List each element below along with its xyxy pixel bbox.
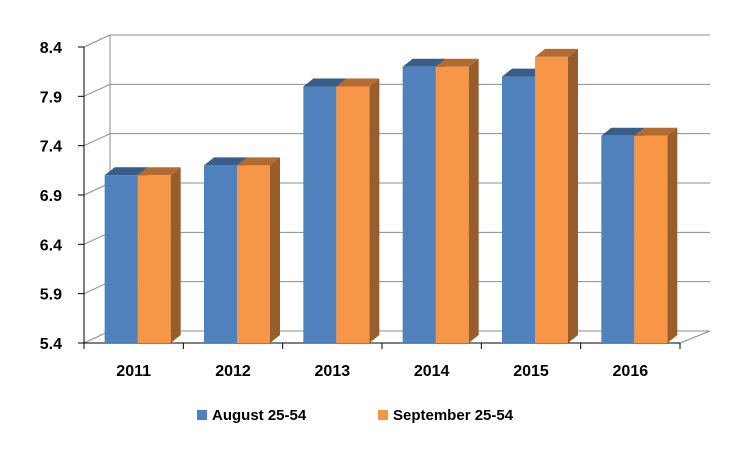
y-tick-label: 5.9 [40, 287, 62, 304]
bar-top [634, 127, 678, 136]
legend: August 25-54 September 25-54 [197, 407, 514, 424]
bar-side [369, 78, 380, 343]
bar-front [634, 135, 668, 343]
bar-front [336, 86, 370, 343]
axes [78, 46, 711, 349]
y-tick-label: 5.4 [40, 336, 62, 353]
y-tick-label: 6.4 [40, 237, 62, 254]
legend-swatch-august [197, 410, 207, 420]
x-tick-label: 2013 [315, 363, 351, 380]
floor-edge [679, 330, 711, 344]
y-axis-tick-labels: 5.4 5.9 6.4 6.9 7.4 7.9 8.4 [40, 40, 62, 353]
bars [104, 48, 678, 343]
bar-top [303, 78, 347, 87]
bar-top [502, 68, 545, 77]
y-tick-label: 6.9 [40, 188, 62, 205]
bar [336, 78, 380, 343]
bar [634, 127, 678, 343]
bar-front [104, 175, 138, 343]
bar-front [435, 66, 469, 343]
bar-side [468, 58, 479, 343]
bar-front [402, 66, 436, 343]
x-tick-label: 2012 [215, 363, 251, 380]
gridline-side [83, 34, 111, 48]
x-tick-label: 2016 [613, 363, 649, 380]
bar-side [270, 157, 280, 343]
bar-top [402, 58, 446, 67]
bar-front [204, 165, 237, 343]
bar-top [137, 167, 181, 176]
bar-top [104, 167, 148, 176]
x-tick-label: 2011 [116, 363, 151, 380]
y-tick-label: 7.9 [40, 89, 62, 106]
bar-front [137, 175, 171, 343]
bar-front [502, 76, 535, 343]
legend-swatch-september [378, 410, 388, 420]
legend-label-august: August 25-54 [212, 407, 307, 424]
bar-top [535, 48, 578, 57]
legend-label-september: September 25-54 [393, 407, 514, 424]
bar-side [568, 48, 578, 343]
gridline-side [83, 133, 111, 147]
bar [137, 167, 181, 343]
bar-front [535, 56, 568, 343]
x-tick-label: 2014 [414, 363, 450, 380]
gridline-side [83, 83, 111, 97]
bar-front [303, 86, 337, 343]
bar-front [237, 165, 270, 343]
bar [435, 58, 479, 343]
x-axis-tick-labels: 2011 2012 2013 2014 2015 2016 [116, 363, 648, 380]
bar-side [170, 167, 181, 343]
bar [237, 157, 280, 343]
y-tick-label: 7.4 [40, 139, 62, 156]
bar-side [667, 127, 678, 343]
bar-top [435, 58, 479, 67]
bar-front [601, 135, 635, 343]
bar-top [204, 157, 247, 166]
x-tick-label: 2015 [513, 363, 549, 380]
bar-top [601, 127, 645, 136]
bar [535, 48, 578, 343]
bar-top [237, 157, 280, 166]
y-tick-label: 8.4 [40, 40, 62, 57]
bar-top [336, 78, 380, 87]
